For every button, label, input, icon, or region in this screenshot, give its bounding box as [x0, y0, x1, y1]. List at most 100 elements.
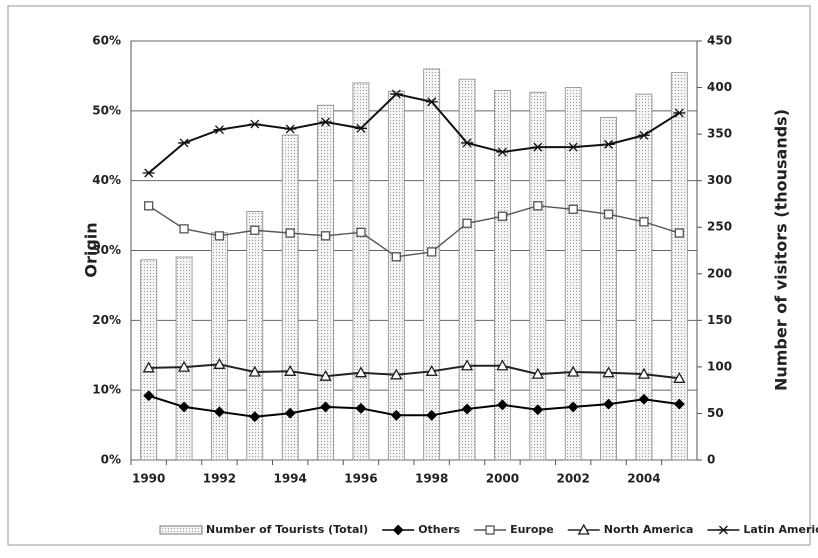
marker [284, 407, 296, 419]
y-axis-title: Origin [82, 222, 101, 277]
marker [391, 252, 401, 262]
marker [284, 124, 297, 134]
marker [178, 138, 191, 148]
marker [497, 211, 508, 221]
marker [319, 369, 332, 381]
marker [577, 523, 590, 535]
marker [567, 401, 579, 413]
marker [142, 168, 155, 178]
bar [423, 68, 441, 461]
y-tick-label: 0% [101, 453, 121, 467]
legend-text: Others [418, 523, 460, 536]
y2-tick-label: 150 [707, 313, 732, 327]
marker [567, 365, 580, 377]
bar [352, 82, 370, 461]
marker [320, 231, 331, 241]
bar [529, 91, 547, 461]
y-tick-label: 40% [92, 173, 121, 187]
legend-text: Europe [510, 523, 554, 536]
marker [717, 525, 730, 535]
bar [387, 90, 405, 461]
marker [320, 401, 331, 413]
y2-axis-title: Number of visitors (thousands) [772, 109, 791, 391]
marker [462, 218, 472, 228]
x-tick-label: 1992 [203, 472, 236, 486]
series-line [148, 92, 680, 174]
y-tick-label: 50% [92, 103, 121, 117]
x-tick-label: 2002 [556, 472, 589, 486]
frame [7, 5, 811, 546]
bar [564, 87, 582, 461]
marker [178, 401, 190, 413]
x-tick-label: 1996 [344, 472, 377, 486]
marker [249, 411, 261, 423]
x-tick-label: 1998 [415, 472, 448, 486]
bar [175, 256, 193, 461]
marker [319, 117, 332, 127]
y2-tick-label: 350 [707, 127, 732, 141]
marker [602, 366, 615, 378]
marker [179, 224, 189, 234]
marker [354, 366, 368, 378]
marker [673, 108, 686, 118]
y2-tick-label: 250 [707, 220, 732, 234]
marker [637, 130, 650, 140]
marker [426, 409, 438, 421]
marker [532, 404, 544, 416]
y-tick-label: 60% [92, 34, 121, 48]
marker [533, 201, 543, 211]
marker [603, 398, 614, 410]
marker [531, 367, 544, 379]
x-tick-label: 1990 [132, 472, 165, 486]
y2-tick-label: 300 [707, 173, 732, 187]
series-line [148, 205, 680, 258]
marker [390, 368, 403, 380]
x-tick-label: 2000 [486, 472, 519, 486]
y-tick-label: 20% [92, 313, 121, 327]
marker [638, 393, 650, 405]
marker [602, 139, 615, 149]
marker [496, 359, 509, 371]
y2-tick-label: 400 [707, 80, 732, 94]
series-line [148, 363, 680, 380]
series-line [148, 394, 680, 418]
marker [497, 399, 508, 411]
marker [142, 361, 155, 373]
marker [213, 357, 226, 369]
marker [637, 367, 651, 379]
bar [317, 104, 334, 461]
marker [390, 409, 402, 421]
y-tick-label: 10% [92, 383, 121, 397]
marker [427, 247, 437, 257]
marker [354, 123, 367, 133]
x-tick-label: 2004 [627, 472, 660, 486]
marker [425, 97, 438, 107]
marker [461, 403, 473, 415]
marker [390, 89, 403, 99]
bar [635, 93, 653, 461]
marker [392, 524, 404, 536]
legend-swatch [159, 525, 203, 535]
marker [177, 360, 191, 372]
marker [461, 138, 474, 148]
marker [285, 228, 295, 238]
marker [460, 359, 474, 371]
marker [673, 371, 686, 383]
marker [143, 390, 155, 402]
marker [248, 119, 261, 129]
bar [281, 134, 299, 461]
bar [140, 259, 158, 461]
x-tick-label: 1994 [273, 472, 306, 486]
marker [213, 125, 226, 135]
y2-tick-label: 50 [707, 406, 724, 420]
marker [496, 147, 509, 157]
marker [639, 217, 649, 227]
y-tick-label: 30% [92, 243, 121, 257]
y2-tick-label: 0 [707, 453, 715, 467]
marker [673, 398, 685, 410]
marker [568, 204, 578, 214]
marker [567, 142, 580, 152]
marker [674, 228, 684, 238]
marker [485, 525, 495, 535]
